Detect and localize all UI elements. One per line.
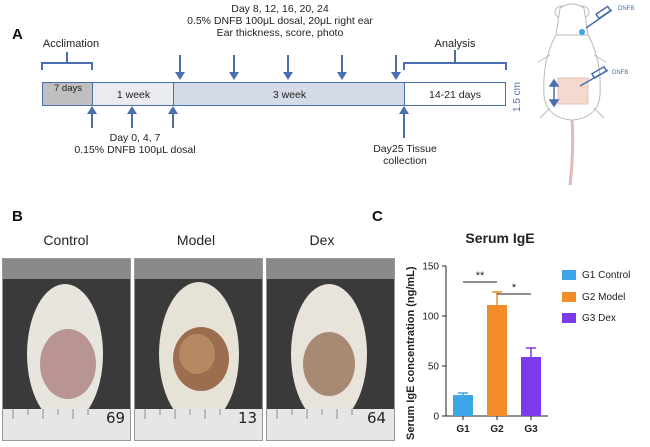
arrow-head-day12 [229,72,239,80]
panel-b-letter: B [12,208,23,225]
legend-label-g1: G1 Control [582,270,631,281]
arrow-head-day7 [168,106,178,114]
legend-swatch-g2 [562,292,576,303]
legend-g2: G2 Model [562,292,625,303]
timeline-arrows [41,50,507,138]
tissue-annotation: Day25 Tissue collection [360,143,450,167]
syringe-mid [579,65,609,87]
legend-label-g3: G3 Dex [582,313,616,324]
syringe-top [585,5,613,29]
shaved-patch [557,77,589,105]
bar-g3 [521,357,541,416]
sig-label-1: ** [476,270,485,282]
y-tick-label: 100 [422,312,439,323]
photo-model: 13 [134,258,263,441]
bottom-annotation-line-2: 0.15% DNFB 100μL dosal [74,144,196,156]
caption-control: Control [43,232,89,248]
chart-ylabel: Serum IgE concentration (ng/mL) [405,266,417,440]
caption-dex: Dex [309,232,335,248]
arrow-head-day16 [283,72,293,80]
bar-g1 [453,395,473,416]
photo-model-drawing [135,259,262,440]
arrow-head-day24 [391,72,401,80]
ruler-label-model: 13 [238,409,258,427]
seg2-label: 1 week [116,89,151,101]
ruler-label-dex: 64 [367,409,387,427]
x-tick-label: G2 [490,424,504,435]
x-tick-label: G3 [524,424,538,435]
y-tick-label: 0 [433,412,439,423]
analysis-bracket [403,62,507,70]
bar-g2 [487,305,507,416]
acclimation-label: Acclimation [42,38,100,50]
arrow-head-day20 [337,72,347,80]
legend-label-g2: G2 Model [582,292,626,303]
chart-title: Serum IgE [465,230,535,246]
analysis-label: Analysis [434,38,476,50]
legend-g3: G3 Dex [562,313,616,324]
timeline-seg-analysis: 14-21 days [405,83,505,105]
top-annotation-line-2: 0.5% DNFB 100μL dosal, 20μL right ear [187,15,373,27]
tissue-annotation-line-2: collection [383,155,427,167]
panel-c-letter: C [372,208,383,225]
photo-dex-drawing [267,259,394,440]
ruler-label-control: 69 [106,409,126,427]
legend-g1: G1 Control [562,270,630,281]
top-annotation-line-3: Ear thickness, score, photo [216,27,344,39]
mouse-label-top: DNFB [618,6,635,12]
acclimation-bracket [41,62,93,70]
timeline-seg-3week: 3 week [174,83,405,105]
legend-swatch-g3 [562,313,576,324]
mouse-tail [568,119,575,186]
timeline-bar: 7 days 1 week 3 week 14-21 days [42,82,506,106]
arrow-head-day0 [87,106,97,114]
mouse-measure-label: 1.5 cm [512,81,523,112]
seg3-label: 3 week [272,89,307,101]
caption-model: Model [176,232,216,248]
arrow-head-day8 [175,72,185,80]
arrow-head-day25 [399,106,409,114]
timeline-seg-1week: 1 week [93,83,174,105]
bottom-annotation-line-1: Day 0, 4, 7 [109,132,161,144]
photo-dex: 64 [266,258,395,441]
measure-arrow [548,78,560,108]
legend-swatch-g1 [562,270,576,281]
sig-label-2: * [512,282,517,294]
top-annotation-line-1: Day 8, 12, 16, 20, 24 [231,3,329,15]
mouse-label-mid: DNFB [612,70,629,76]
bottom-annotation: Day 0, 4, 7 0.15% DNFB 100μL dosal [60,132,210,156]
mouse-illustration [537,3,613,186]
photo-control: 69 [2,258,131,441]
y-tick-label: 50 [428,362,440,373]
seg4-label: 14-21 days [429,89,481,101]
tissue-annotation-line-1: Day25 Tissue [373,143,437,155]
top-annotation: Day 8, 12, 16, 20, 24 0.5% DNFB 100μL do… [150,3,410,39]
photo-control-drawing [3,259,130,440]
timeline-seg-acclimation: 7 days [43,83,93,105]
y-tick-label: 150 [422,262,439,273]
seg1-label: 7 days [54,83,82,94]
x-tick-label: G1 [456,424,470,435]
arrow-head-day4 [127,106,137,114]
panel-a-letter: A [12,26,23,43]
